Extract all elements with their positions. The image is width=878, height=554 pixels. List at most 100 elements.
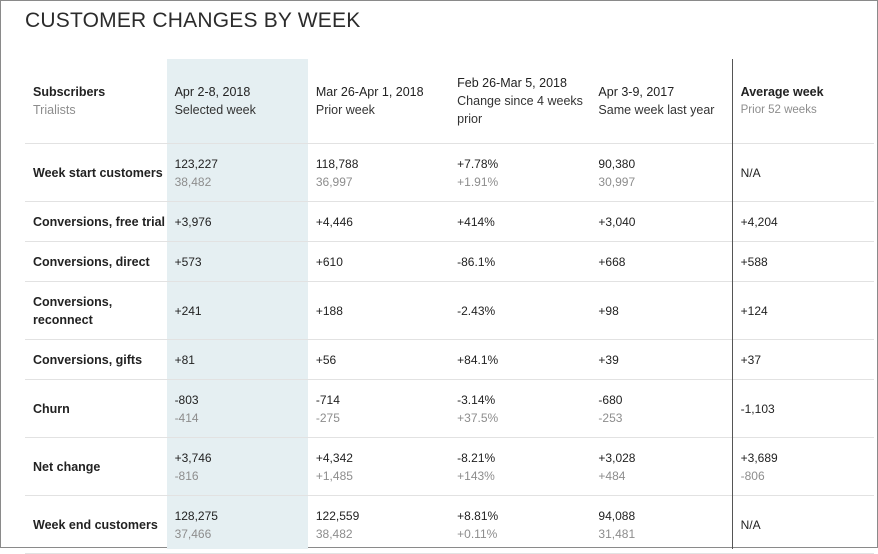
row-label: Conversions, gifts bbox=[25, 339, 167, 380]
table-cell: -8.21% +143% bbox=[449, 437, 591, 496]
table-cell: +4,342 +1,485 bbox=[307, 437, 450, 496]
cell-value: -714 bbox=[315, 392, 340, 407]
row-label: Conversions, direct bbox=[25, 241, 167, 282]
cell-value: -680 bbox=[598, 392, 623, 407]
cell-value: +668 bbox=[598, 254, 626, 269]
cell-secondary-value: +1,485 bbox=[315, 468, 353, 483]
cell-secondary-value: 37,466 bbox=[174, 526, 212, 541]
cell-value: +56 bbox=[315, 352, 337, 367]
header-metric-primary: Subscribers bbox=[33, 85, 106, 99]
cell-value: -8.21% bbox=[457, 450, 496, 465]
header-prior-week: Mar 26-Apr 1, 2018 Prior week bbox=[307, 59, 450, 144]
header-col-desc: Prior 52 weeks bbox=[740, 104, 817, 116]
page-title: CUSTOMER CHANGES BY WEEK bbox=[25, 9, 361, 32]
average-column-divider bbox=[732, 59, 733, 549]
cell-value: +610 bbox=[315, 254, 343, 269]
row-label: Churn bbox=[25, 379, 167, 438]
cell-value: -86.1% bbox=[457, 254, 496, 269]
table-cell: -680 -253 bbox=[590, 379, 732, 438]
table-cell: +3,040 bbox=[590, 201, 732, 242]
cell-value: +3,028 bbox=[598, 450, 636, 465]
row-label: Conversions, reconnect bbox=[25, 281, 167, 340]
table-cell: -1,103 bbox=[731, 379, 874, 438]
table-row: Conversions, free trial +3,976 +4,446 +414%… bbox=[25, 201, 874, 242]
header-col-date: Feb 26-Mar 5, 2018 bbox=[457, 76, 567, 90]
table-cell: 94,088 31,481 bbox=[590, 495, 732, 554]
header-col-desc: Selected week bbox=[174, 103, 256, 117]
table-cell: 123,227 38,482 bbox=[166, 143, 308, 202]
table-header-row: Subscribers Trialists Apr 2-8, 2018 Sele… bbox=[25, 59, 874, 144]
table-cell: -714 -275 bbox=[307, 379, 450, 438]
cell-value: +3,040 bbox=[598, 214, 636, 229]
table-row: Net change +3,746 -816 +4,342 +1,485 -8.21% +1… bbox=[25, 437, 874, 496]
cell-value: +4,342 bbox=[315, 450, 353, 465]
table-cell: +668 bbox=[590, 241, 732, 282]
cell-value: 128,275 bbox=[174, 508, 218, 523]
header-metric-secondary: Trialists bbox=[33, 103, 76, 117]
cell-secondary-value: -275 bbox=[315, 410, 340, 425]
table-cell: +98 bbox=[590, 281, 732, 340]
cell-value: +124 bbox=[740, 303, 768, 318]
cell-value: N/A bbox=[740, 165, 761, 180]
cell-secondary-value: 31,481 bbox=[598, 526, 636, 541]
cell-value: +414% bbox=[457, 214, 495, 229]
cell-value: 118,788 bbox=[315, 156, 359, 171]
cell-value: +3,746 bbox=[174, 450, 212, 465]
table-cell: N/A bbox=[731, 495, 874, 554]
cell-secondary-value: -414 bbox=[174, 410, 199, 425]
header-col-desc: Change since 4 weeks prior bbox=[457, 94, 583, 126]
table-cell: +84.1% bbox=[449, 339, 591, 380]
cell-value: +37 bbox=[740, 352, 761, 367]
table-cell: 90,380 30,997 bbox=[590, 143, 732, 202]
cell-value: +241 bbox=[174, 303, 202, 318]
cell-value: +4,204 bbox=[740, 214, 778, 229]
cell-value: 122,559 bbox=[315, 508, 360, 523]
table-cell: +610 bbox=[307, 241, 450, 282]
header-same-week-last-year: Apr 3-9, 2017 Same week last year bbox=[590, 59, 732, 144]
cell-value: -1,103 bbox=[740, 401, 775, 416]
cell-secondary-value: +37.5% bbox=[457, 410, 499, 425]
row-label: Conversions, free trial bbox=[25, 201, 167, 242]
cell-secondary-value: 36,997 bbox=[315, 174, 353, 189]
table-cell: 128,275 37,466 bbox=[166, 495, 308, 554]
customer-changes-table: Subscribers Trialists Apr 2-8, 2018 Sele… bbox=[25, 59, 874, 554]
table-cell: +4,204 bbox=[731, 201, 874, 242]
table-row: Week end customers 128,275 37,466 122,559 38… bbox=[25, 495, 874, 554]
table-cell: +3,028 +484 bbox=[590, 437, 732, 496]
table-cell: -3.14% +37.5% bbox=[449, 379, 591, 438]
table-cell: +56 bbox=[307, 339, 450, 380]
cell-value: 90,380 bbox=[598, 156, 636, 171]
cell-secondary-value: -806 bbox=[740, 468, 765, 483]
table-cell: +37 bbox=[731, 339, 874, 380]
cell-value: +39 bbox=[598, 352, 619, 367]
header-col-date: Average week bbox=[740, 85, 824, 99]
cell-value: +573 bbox=[174, 254, 202, 269]
cell-value: +8.81% bbox=[457, 508, 499, 523]
table-cell: 122,559 38,482 bbox=[307, 495, 450, 554]
cell-value: -2.43% bbox=[457, 303, 496, 318]
table-cell: +188 bbox=[307, 281, 450, 340]
cell-value: +98 bbox=[598, 303, 619, 318]
table-cell: -86.1% bbox=[449, 241, 591, 282]
table-row: Conversions, reconnect +241 +188 -2.43% +98 +… bbox=[25, 281, 874, 340]
cell-value: +4,446 bbox=[315, 214, 353, 229]
table-cell: +3,976 bbox=[166, 201, 308, 242]
cell-secondary-value: +484 bbox=[598, 468, 626, 483]
cell-secondary-value: -253 bbox=[598, 410, 623, 425]
table-cell: N/A bbox=[731, 143, 874, 202]
header-average-week: Average week Prior 52 weeks bbox=[731, 59, 874, 144]
cell-value: -803 bbox=[174, 392, 199, 407]
cell-value: +188 bbox=[315, 303, 343, 318]
header-metric: Subscribers Trialists bbox=[25, 59, 167, 144]
table-cell: +3,689 -806 bbox=[731, 437, 874, 496]
table-cell: 118,788 36,997 bbox=[307, 143, 450, 202]
header-four-weeks-prior: Feb 26-Mar 5, 2018 Change since 4 weeks … bbox=[449, 59, 591, 144]
table-row: Conversions, gifts +81 +56 +84.1% +39 +37 bbox=[25, 339, 874, 380]
cell-value: +7.78% bbox=[457, 156, 499, 171]
cell-secondary-value: 30,997 bbox=[598, 174, 636, 189]
header-selected-week: Apr 2-8, 2018 Selected week bbox=[166, 59, 308, 144]
cell-value: +3,689 bbox=[740, 450, 778, 465]
cell-value: N/A bbox=[740, 517, 761, 532]
table-cell: +588 bbox=[731, 241, 874, 282]
table-cell: +81 bbox=[166, 339, 308, 380]
